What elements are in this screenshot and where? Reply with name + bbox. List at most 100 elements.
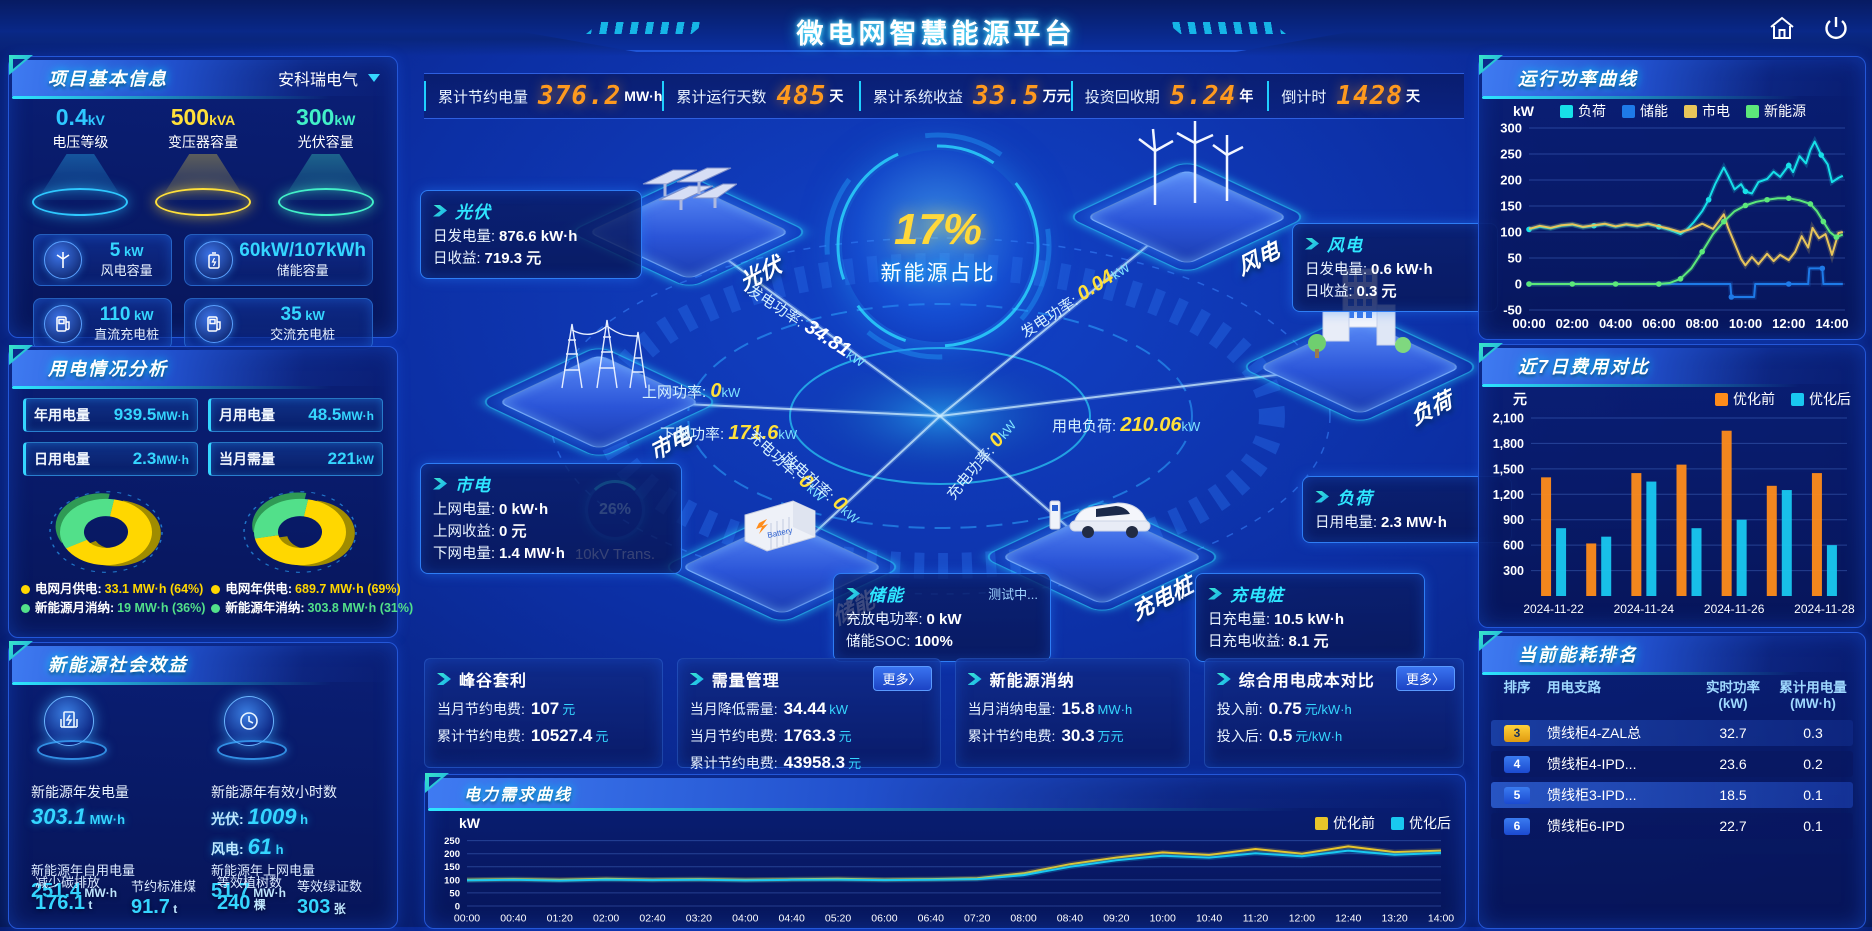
legend-label: 市电: [1702, 103, 1730, 119]
info-box-wind: 风电 日发电量: 0.6 kW·h 日收益: 0.3 元: [1292, 223, 1498, 313]
spotlight-cone: [37, 154, 124, 200]
home-icon[interactable]: [1768, 14, 1796, 42]
ranking-column-header: 排序: [1503, 680, 1531, 695]
svg-text:2024-11-26: 2024-11-26: [1704, 602, 1765, 616]
legend-item[interactable]: 优化后: [1791, 389, 1851, 409]
chevron-right-icon: [1315, 490, 1329, 503]
benefit-stat-label: 等效植树数: [217, 875, 283, 890]
spotlight-ring: [154, 188, 251, 216]
chevron-right-icon: [1216, 673, 1231, 685]
page-title: 微电网智慧能源平台: [796, 19, 1076, 49]
spotlight-label: 光伏容量: [297, 134, 354, 150]
legend-swatch-icon: [1791, 392, 1804, 406]
legend-item[interactable]: 优化前: [1715, 389, 1775, 409]
legend-item[interactable]: 优化后: [1391, 813, 1451, 833]
svg-text:250: 250: [1500, 147, 1522, 162]
info-box-title: 负荷: [1337, 489, 1373, 508]
ac-charger-icon: [195, 305, 234, 343]
legend-value: 33.1 MW·h (64%): [104, 582, 204, 596]
kpi-value: 5.24: [1169, 81, 1237, 111]
info-box-value: 1.4 MW·h: [499, 545, 565, 563]
pedestal-hours-icon: [217, 696, 287, 760]
more-button[interactable]: 更多〉: [872, 666, 932, 691]
y-axis-unit: kW: [459, 815, 480, 831]
info-box-title: 光伏: [455, 203, 491, 222]
svg-text:600: 600: [1503, 539, 1524, 553]
table-row[interactable]: 3 馈线柜4-ZAL总 32.7 0.3: [1491, 720, 1853, 747]
info-box-header: 市电: [433, 471, 669, 496]
info-box-row: 日发电量: 0.6 kW·h: [1305, 261, 1433, 278]
capacity-card-text: 5 kW 风电容量: [88, 240, 165, 280]
svg-text:12:40: 12:40: [1335, 913, 1361, 925]
project-selector[interactable]: 安科瑞电气: [278, 66, 380, 90]
capacity-card: 5 kW 风电容量: [33, 234, 173, 286]
benefit-card-row: 当月节约电费: 107 元: [437, 699, 576, 718]
info-box-value: 0.6 kW·h: [1371, 261, 1433, 278]
legend-item[interactable]: 优化前: [1315, 813, 1375, 833]
branch-name-cell: 馈线柜6-IPD: [1547, 818, 1625, 835]
platform-storage: Battery储能: [680, 500, 884, 630]
usage-stat-value: 939.5MW·h: [113, 405, 189, 424]
table-row[interactable]: 4 馈线柜4-IPD... 23.6 0.2: [1491, 751, 1853, 778]
legend-item[interactable]: 市电: [1684, 101, 1730, 121]
benefit-stat-label: 减少碳排放: [35, 875, 101, 890]
panel-title: 近7日费用对比: [1518, 357, 1651, 377]
energy-flow-scene: 17% 新能源占比 26% 10kV Trans. 光伏市电Battery储能风…: [420, 118, 1512, 663]
flow-value: 210.06: [1120, 414, 1182, 436]
svg-text:-50: -50: [1503, 303, 1522, 318]
benefit-card-unit: 元: [595, 729, 609, 745]
power-icon[interactable]: [1822, 14, 1850, 42]
kpi-value: 376.2: [538, 81, 622, 111]
branch-name-cell: 馈线柜3-IPD...: [1547, 787, 1637, 804]
info-box-row: 日用电量: 2.3 MW·h: [1315, 514, 1447, 531]
pedestal-base: [217, 740, 287, 760]
legend-dot-icon: [21, 584, 30, 594]
legend-item[interactable]: 新能源: [1746, 101, 1806, 121]
demand-legend: 优化前 优化后: [1315, 813, 1451, 833]
usage-stat-label: 当月需量: [219, 451, 275, 467]
svg-text:11:20: 11:20: [1243, 913, 1269, 925]
panel-demand-curve: 电力需求曲线 kW 优化前 优化后 0 50 100 150 200 250 00:00 00:…: [424, 773, 1466, 929]
table-row[interactable]: 6 馈线柜6-IPD 22.7 0.1: [1491, 813, 1853, 840]
rank-badge: 4: [1504, 755, 1530, 773]
capacity-card: 110 kW 直流充电桩: [33, 298, 173, 350]
corner-glyph-icon: [425, 773, 449, 793]
flow-grid-down: 下网功率: 171.6kW: [660, 422, 797, 445]
chevron-right-icon: [433, 204, 447, 217]
benefit-card-header: 需量管理: [689, 667, 928, 691]
benefit-card-value: 43958.3: [783, 753, 846, 773]
flow-label: 下网功率:: [660, 426, 729, 443]
more-button[interactable]: 更多〉: [1395, 666, 1455, 691]
donut-legend-item: 电网月供电: 33.1 MW·h (64%): [15, 580, 205, 599]
svg-text:06:00: 06:00: [1642, 316, 1675, 331]
benefit-stat-label: 节约标准煤: [131, 879, 197, 894]
info-box-row: 日充电收益: 8.1 元: [1208, 633, 1329, 651]
donut-legend-item: 新能源月消纳: 19 MW·h (36%): [15, 599, 205, 618]
donut-legend-item: 新能源年消纳: 303.8 MW·h (31%): [205, 599, 413, 618]
info-box-row: 充放电功率: 0 kW: [846, 611, 962, 628]
legend-label: 优化前: [1333, 815, 1375, 831]
cost-compare-chart: 300 600 900 1,200 1,500 1,800 2,100 2024-11-22 2…: [1493, 412, 1855, 617]
spotlight-value: 500kVA: [170, 104, 236, 130]
kpi-unit: 年: [1239, 88, 1254, 104]
legend-item[interactable]: 储能: [1622, 101, 1668, 121]
legend-label: 负荷: [1578, 103, 1606, 119]
rank-badge: 5: [1504, 786, 1530, 804]
info-box-value: 0 元: [499, 523, 527, 541]
spotlight-label: 变压器容量: [167, 134, 238, 150]
panel-demand-header: 电力需求曲线: [425, 773, 1462, 811]
table-row[interactable]: 5 馈线柜3-IPD... 18.5 0.1: [1491, 782, 1853, 809]
benefit-card: 峰谷套利 当月节约电费: 107 元累计节约电费: 10527.4 元: [424, 658, 663, 768]
usage-stat-unit: kW: [356, 453, 374, 467]
flow-unit: kW: [778, 427, 798, 442]
usage-stat-box: 月用电量 48.5MW·h: [208, 398, 383, 432]
svg-text:04:40: 04:40: [779, 913, 805, 925]
benefit-card-unit: 元/kW·h: [1295, 729, 1343, 745]
svg-text:1,500: 1,500: [1493, 462, 1524, 476]
info-box-value: 0.3 元: [1356, 283, 1397, 301]
legend-item[interactable]: 负荷: [1560, 101, 1606, 121]
benefit-stat-unit: t: [85, 898, 93, 912]
info-box-header: 风电: [1305, 231, 1485, 256]
project-selector-value[interactable]: 安科瑞电气: [277, 72, 358, 89]
svg-text:02:00: 02:00: [1556, 316, 1589, 331]
